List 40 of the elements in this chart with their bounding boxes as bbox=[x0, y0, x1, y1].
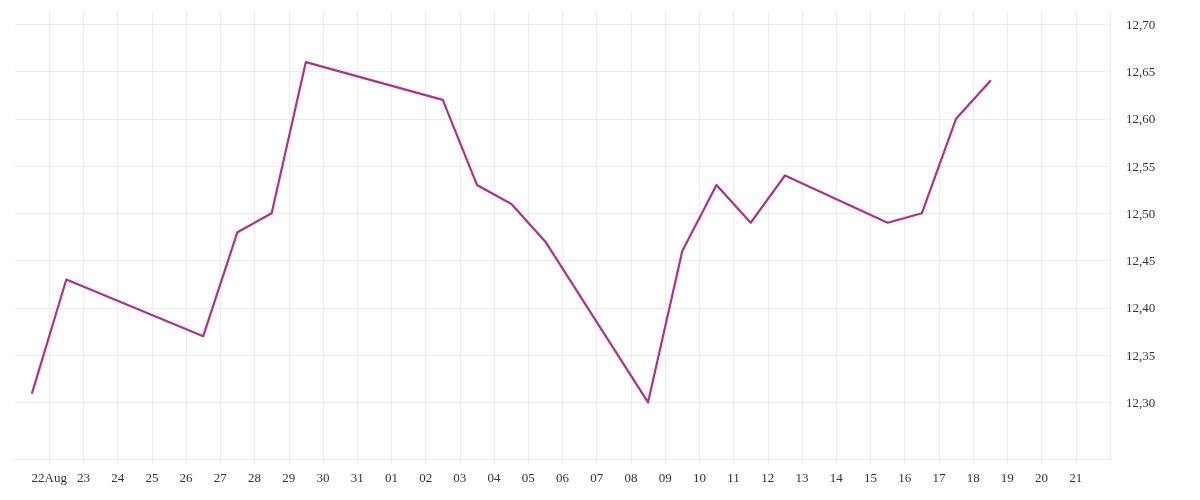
x-tick-label: 25 bbox=[145, 470, 159, 485]
x-tick-label: 24 bbox=[111, 470, 125, 485]
x-tick-label: 29 bbox=[282, 470, 296, 485]
x-tick-label: 04 bbox=[487, 470, 502, 485]
x-tick-label: 15 bbox=[863, 470, 877, 485]
x-tick-label: 30 bbox=[316, 470, 330, 485]
x-tick-label: 13 bbox=[795, 470, 809, 485]
x-tick-label: 27 bbox=[213, 470, 228, 485]
y-tick-label: 12,55 bbox=[1126, 158, 1156, 174]
x-tick-label: 14 bbox=[829, 470, 844, 485]
y-tick-label: 12,50 bbox=[1126, 205, 1156, 221]
x-tick-label: 16 bbox=[898, 470, 912, 485]
x-tick-label: 22Aug bbox=[31, 470, 68, 485]
x-tick-label: 20 bbox=[1035, 470, 1049, 485]
x-tick-label: 17 bbox=[932, 470, 946, 485]
x-tick-label: 01 bbox=[384, 470, 398, 485]
x-tick-label: 21 bbox=[1069, 470, 1083, 485]
y-tick-label: 12,70 bbox=[1126, 16, 1156, 32]
y-tick-label: 12,35 bbox=[1126, 347, 1156, 363]
x-tick-label: 11 bbox=[727, 470, 740, 485]
y-tick-label: 12,30 bbox=[1126, 394, 1156, 410]
y-tick-label: 12,45 bbox=[1126, 253, 1156, 269]
y-tick-label: 12,40 bbox=[1126, 300, 1156, 316]
y-tick-label: 12,60 bbox=[1126, 111, 1156, 127]
x-tick-label: 09 bbox=[658, 470, 672, 485]
x-tick-label: 10 bbox=[692, 470, 706, 485]
x-tick-label: 28 bbox=[248, 470, 262, 485]
x-tick-label: 23 bbox=[76, 470, 90, 485]
x-tick-label: 05 bbox=[521, 470, 535, 485]
x-tick-label: 26 bbox=[179, 470, 194, 485]
x-tick-label: 12 bbox=[761, 470, 775, 485]
y-tick-label: 12,65 bbox=[1126, 64, 1156, 80]
x-tick-label: 18 bbox=[966, 470, 980, 485]
x-tick-label: 03 bbox=[453, 470, 467, 485]
x-tick-label: 08 bbox=[624, 470, 638, 485]
x-tick-label: 31 bbox=[350, 470, 364, 485]
x-tick-label: 07 bbox=[590, 470, 604, 485]
x-tick-label: 02 bbox=[419, 470, 433, 485]
x-tick-label: 19 bbox=[1000, 470, 1014, 485]
x-tick-label: 06 bbox=[556, 470, 570, 485]
